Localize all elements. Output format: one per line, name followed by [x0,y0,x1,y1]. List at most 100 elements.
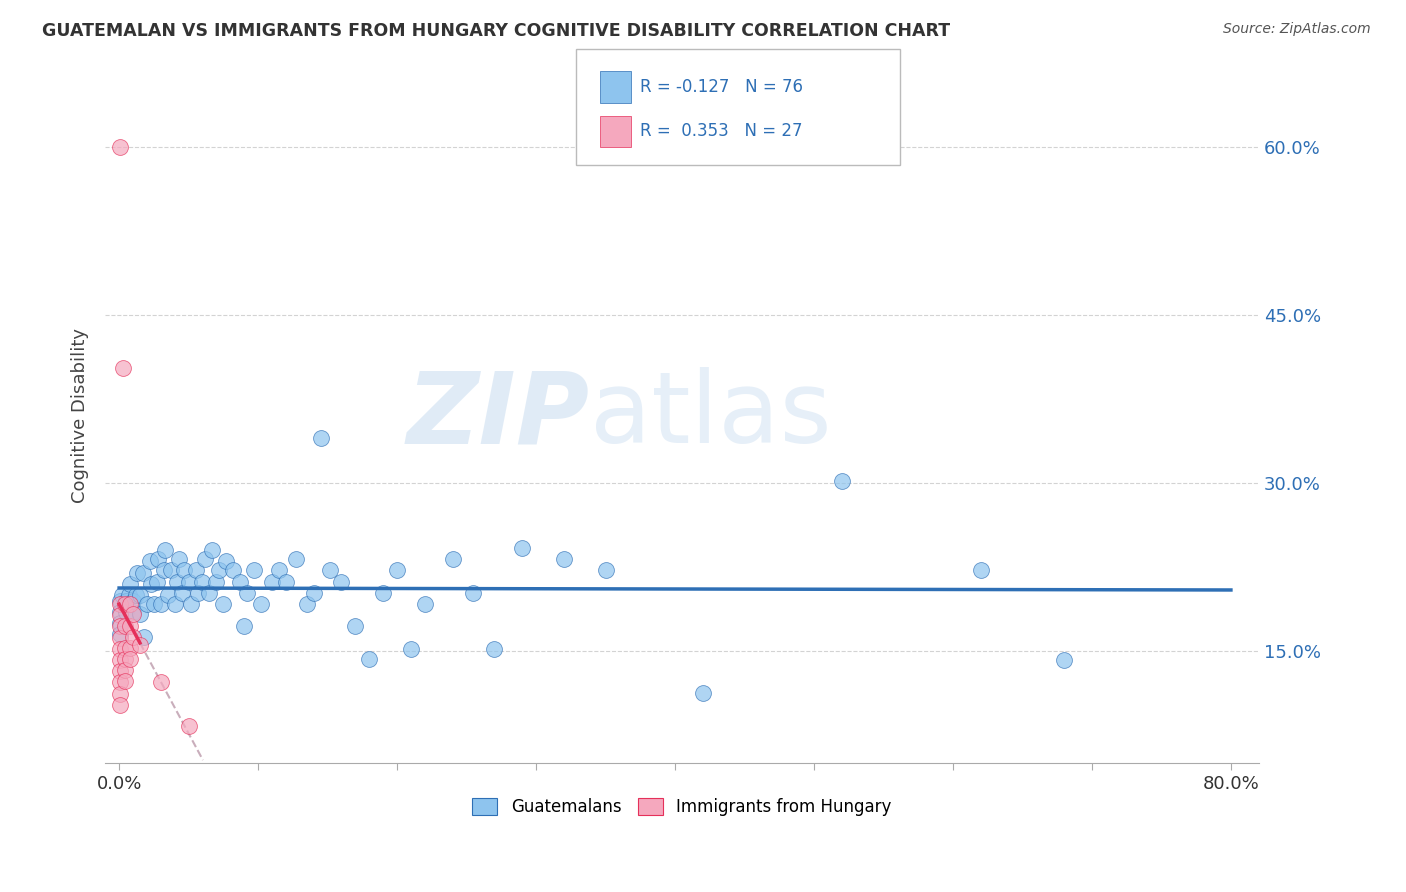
Point [170,586,193,600]
Point [373,586,395,600]
Point [111,588,134,602]
Point [205,574,228,589]
Point [212,597,235,611]
Point [153,543,176,558]
Point [114,597,136,611]
Point [385,563,408,577]
Point [243,563,266,577]
Point [330,574,353,589]
Point [138,554,160,568]
Point [120,652,142,666]
Point [1053,653,1076,667]
Point [156,588,179,602]
Point [110,608,132,623]
Point [110,687,132,701]
Point [110,140,132,154]
Point [233,619,256,633]
Point [399,641,422,656]
Point [319,563,342,577]
Point [115,593,138,607]
Point [344,619,367,633]
Point [110,619,132,633]
Point [110,641,132,656]
Point [129,639,152,653]
Point [114,663,136,677]
Text: GUATEMALAN VS IMMIGRANTS FROM HUNGARY COGNITIVE DISABILITY CORRELATION CHART: GUATEMALAN VS IMMIGRANTS FROM HUNGARY CO… [42,22,950,40]
Point [152,563,174,577]
Point [122,605,145,619]
Point [142,597,165,611]
Point [553,552,575,566]
Point [180,597,202,611]
Point [120,640,142,655]
Point [149,675,172,690]
Point [122,630,145,644]
Point [110,627,132,641]
Point [167,552,190,566]
Point [127,566,149,580]
Point [125,588,148,602]
Point [173,563,195,577]
Point [177,574,200,589]
Point [295,597,318,611]
Point [970,563,993,577]
Point [166,574,188,589]
Point [191,574,214,589]
Point [274,574,297,589]
Point [149,597,172,611]
Point [260,574,283,589]
Point [284,552,307,566]
Legend: Guatemalans, Immigrants from Hungary: Guatemalans, Immigrants from Hungary [464,789,900,824]
Point [177,719,200,733]
Point [250,597,273,611]
Point [118,588,141,602]
Point [302,586,325,600]
Text: R = -0.127   N = 76: R = -0.127 N = 76 [640,78,803,95]
Point [222,563,245,577]
Point [215,554,238,568]
Point [159,563,181,577]
Text: R =  0.353   N = 27: R = 0.353 N = 27 [640,122,803,140]
Point [129,588,152,602]
Point [114,674,136,689]
Point [120,577,142,591]
Text: ZIP: ZIP [406,368,589,465]
Point [595,563,617,577]
Point [112,360,135,375]
Point [146,552,169,566]
Point [110,675,132,690]
Point [145,574,167,589]
Point [463,586,485,600]
Point [110,631,132,645]
Point [122,607,145,621]
Point [163,597,186,611]
Point [187,586,209,600]
Point [114,640,136,655]
Point [110,665,132,679]
Point [236,586,259,600]
Point [359,652,381,666]
Point [135,597,157,611]
Point [267,563,290,577]
Point [413,597,436,611]
Point [484,641,506,656]
Point [198,586,221,600]
Point [110,593,132,607]
Point [114,619,136,633]
Point [132,566,155,580]
Point [110,698,132,712]
Point [139,577,162,591]
Point [194,552,217,566]
Point [120,597,142,611]
Text: Source: ZipAtlas.com: Source: ZipAtlas.com [1223,22,1371,37]
Point [441,552,464,566]
Point [134,630,156,644]
Point [110,653,132,667]
Point [692,685,714,699]
Point [831,474,853,488]
Text: atlas: atlas [589,368,831,465]
Point [309,431,332,445]
Point [184,563,207,577]
Point [110,597,132,611]
Y-axis label: Cognitive Disability: Cognitive Disability [72,328,89,503]
